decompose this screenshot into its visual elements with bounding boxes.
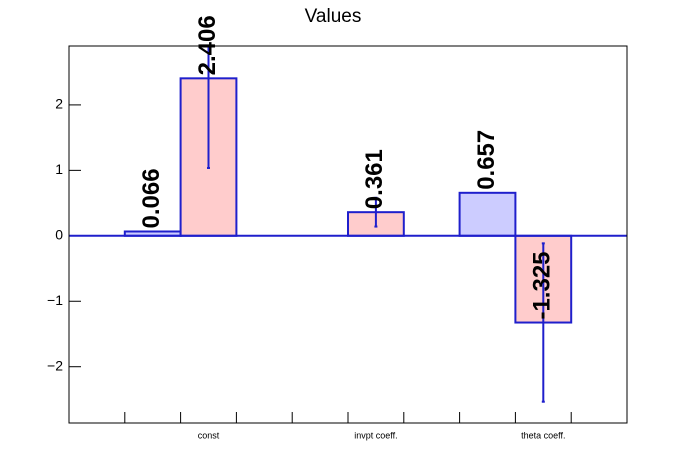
value-label: -1.325 [529,251,556,319]
value-label: 0.657 [473,130,500,190]
y-tick-label: −2 [47,357,63,373]
x-tick-label: theta coeff. [521,430,565,440]
y-tick-label: −1 [47,292,63,308]
x-tick-label: invpt coeff. [354,430,397,440]
value-label: 2.406 [194,15,221,75]
error-bar [207,46,210,170]
frame [68,45,628,424]
y-tick-label: 0 [55,227,63,243]
y-tick-label: 2 [55,96,63,112]
error-bar [374,196,378,228]
x-tick-label: const [198,430,220,440]
chart-title: Values [305,6,362,27]
value-label: 0.361 [361,149,388,209]
error-bar [541,242,545,403]
bar [458,191,517,237]
value-label: 0.066 [138,168,165,228]
y-tick-label: 1 [55,161,63,177]
